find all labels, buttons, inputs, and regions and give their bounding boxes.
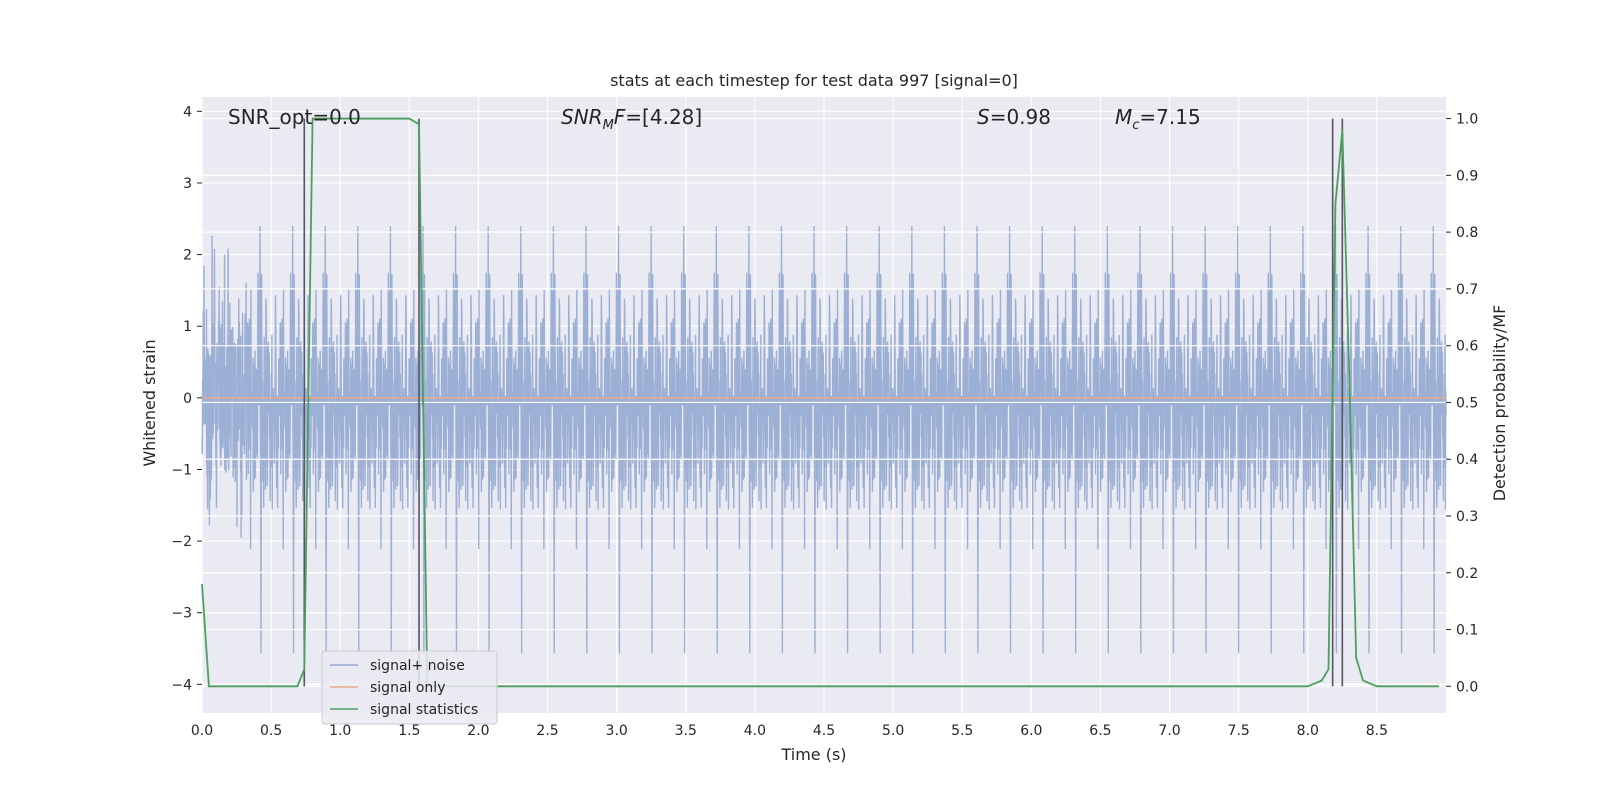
x-tick-label: 6.0 [1020,723,1042,739]
ticks: 0.0 0.5 1.0 1.5 2.0 2.5 3.0 3.5 4.0 4.5 5.0 5.5 6.0 6… [171,104,1478,739]
x-tick-label: 3.0 [606,723,628,739]
y-tick-label: −4 [171,677,192,693]
y2-tick-label: 0.6 [1456,339,1478,355]
x-tick-label: 0.5 [260,723,282,739]
y-tick-label: 4 [183,104,192,120]
y-tick-label: −3 [171,606,192,622]
x-tick-label: 4.0 [744,723,766,739]
y2-tick-label: 0.7 [1456,282,1478,298]
legend-label-signal-noise: signal+ noise [370,658,465,674]
chart-title: stats at each timestep for test data 997… [610,71,1018,90]
y2-axis-label: Detection probability/MF [1490,305,1509,502]
annotation-s: S=0.98 [977,105,1051,129]
y2-tick-label: 0.9 [1456,168,1478,184]
legend: signal+ noise signal only signal statist… [321,650,498,725]
y-tick-label: −1 [171,462,192,478]
annotation-snr-opt: SNR_opt=0.0 [228,105,361,129]
y-axis-label: Whitened strain [140,339,159,466]
annotation-mc-value: =7.15 [1139,105,1200,129]
y-tick-label: −2 [171,534,192,550]
y2-tick-label: 0.1 [1456,623,1478,639]
x-tick-label: 0.0 [191,723,213,739]
x-tick-label: 8.0 [1297,723,1319,739]
x-tick-label: 8.5 [1366,723,1388,739]
y2-tick-label: 0.4 [1456,452,1478,468]
annotation-s-value: =0.98 [990,105,1051,129]
x-tick-label: 7.0 [1158,723,1180,739]
y-tick-label: 2 [183,248,192,264]
x-tick-label: 6.5 [1089,723,1111,739]
x-tick-label: 7.5 [1228,723,1250,739]
y2-tick-label: 0.8 [1456,225,1478,241]
x-tick-label: 4.5 [813,723,835,739]
signal-noise-line [201,226,1447,654]
y2-tick-label: 1.0 [1456,112,1478,128]
x-tick-label: 5.5 [951,723,973,739]
x-tick-label: 1.0 [329,723,351,739]
x-tick-label: 3.5 [675,723,697,739]
x-tick-label: 5.0 [882,723,904,739]
y-tick-label: 3 [183,176,192,192]
y-tick-label: 1 [183,319,192,335]
signal-noise-series [201,226,1447,654]
x-tick-label: 1.5 [398,723,420,739]
x-tick-label: 2.5 [536,723,558,739]
y2-tick-label: 0.0 [1456,679,1478,695]
y2-tick-label: 0.5 [1456,395,1478,411]
y2-tick-label: 0.2 [1456,566,1478,582]
y-tick-label: 0 [183,391,192,407]
annotation-snr-mf: SNRMF=[4.28] [561,105,702,133]
legend-label-signal-only: signal only [370,680,445,696]
annotation-mc: Mc=7.15 [1115,105,1201,133]
y2-tick-label: 0.3 [1456,509,1478,525]
legend-box [321,650,498,725]
x-axis-label: Time (s) [780,745,846,764]
legend-label-signal-statistics: signal statistics [370,702,478,718]
x-tick-label: 2.0 [467,723,489,739]
annotation-snr-mf-value: =[4.28] [625,105,702,129]
